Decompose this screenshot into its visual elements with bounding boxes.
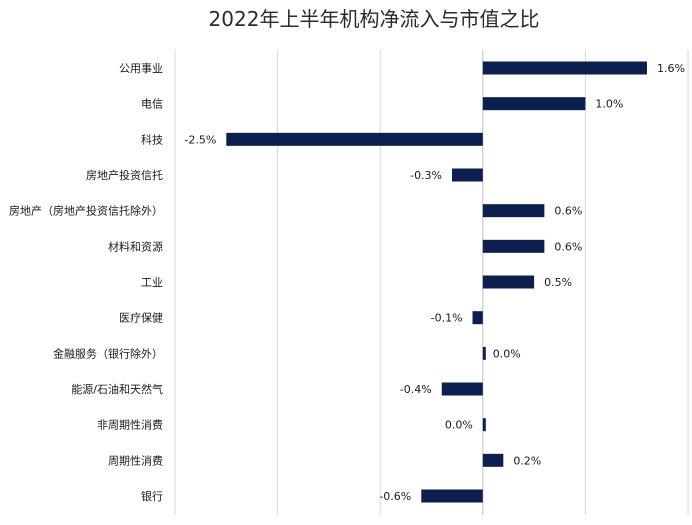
category-label: 公用事业 [119, 62, 163, 75]
data-label: 0.2% [513, 454, 541, 467]
category-label: 非周期性消费 [97, 418, 163, 432]
bar [482, 61, 647, 75]
data-label: -2.5% [184, 133, 216, 146]
data-label: 1.6% [657, 62, 685, 75]
data-label: 0.5% [544, 276, 572, 289]
bar [472, 311, 483, 325]
bar [482, 204, 545, 218]
bar [482, 453, 504, 467]
bar [482, 346, 486, 360]
category-label: 科技 [141, 132, 163, 146]
category-label: 工业 [141, 276, 163, 289]
category-label: 材料和资源 [108, 239, 163, 253]
data-label: -0.3% [410, 169, 442, 182]
category-label: 周期性消费 [108, 453, 163, 467]
data-label: 0.0% [493, 347, 521, 360]
bars [226, 61, 647, 503]
bar [441, 382, 483, 396]
bar [482, 275, 535, 289]
category-label: 房地产（房地产投资信托除外） [9, 204, 163, 218]
bar [452, 168, 483, 182]
category-label: 金融服务（银行除外） [53, 346, 163, 360]
category-label: 能源/石油和天然气 [71, 382, 163, 396]
data-label: 0.6% [554, 240, 582, 253]
category-label: 房地产投资信托 [86, 168, 163, 182]
value-labels: 1.6% 1.0% -2.5% -0.3% 0.6% 0.6% 0.5% -0.1% 0.0% -… [184, 62, 685, 503]
gridlines [174, 50, 689, 515]
chart-title: 2022年上半年机构净流入与市值之比 [209, 7, 540, 31]
data-label: -0.1% [431, 312, 463, 325]
bar [421, 489, 483, 503]
data-label: -0.6% [379, 490, 411, 503]
category-label: 电信 [141, 98, 163, 111]
data-label: 0.0% [445, 419, 473, 432]
data-label: 1.0% [595, 98, 623, 111]
category-label: 银行 [141, 489, 163, 503]
bar [226, 132, 483, 146]
data-label: 0.6% [554, 205, 582, 218]
bar [482, 97, 586, 111]
category-label: 医疗保健 [119, 311, 163, 325]
bar [482, 418, 486, 432]
data-label: -0.4% [400, 383, 432, 396]
bar [482, 239, 545, 253]
